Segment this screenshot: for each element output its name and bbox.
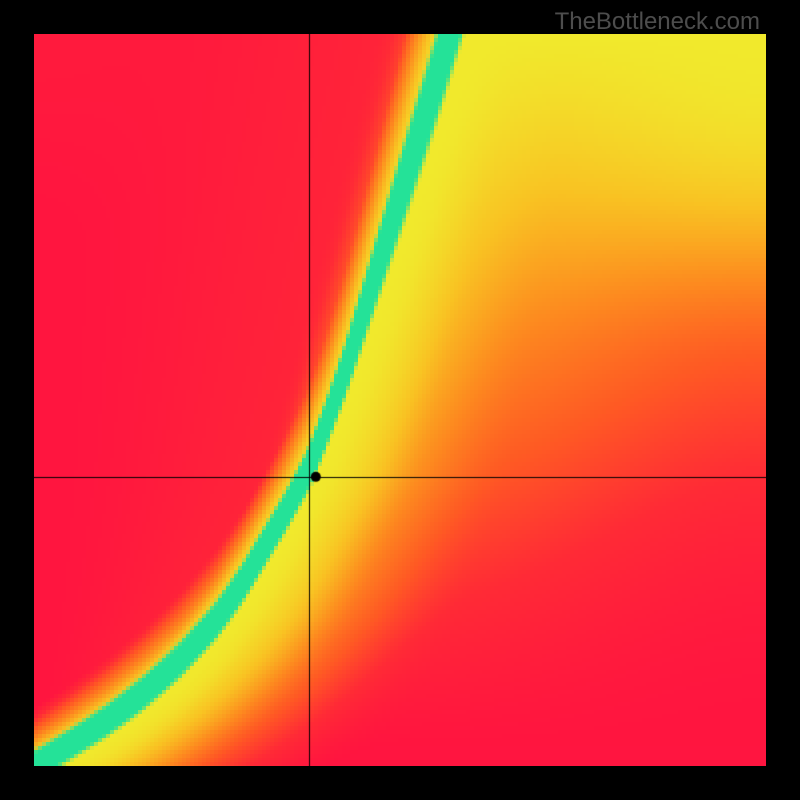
crosshair-overlay — [34, 34, 766, 766]
watermark-text: TheBottleneck.com — [555, 8, 760, 36]
